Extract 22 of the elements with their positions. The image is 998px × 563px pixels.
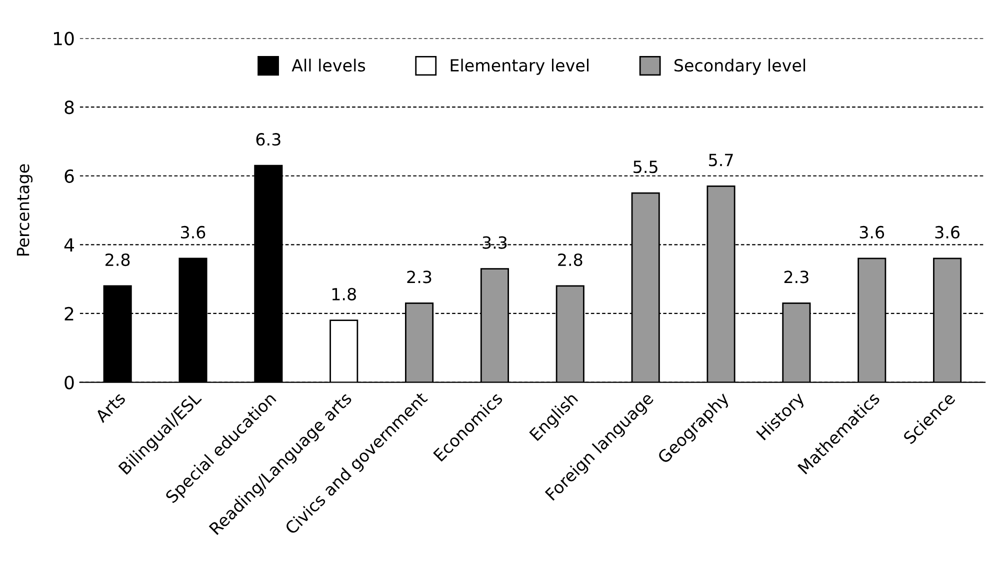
data-label: 3.3 [482,236,507,249]
data-label: 5.7 [709,154,733,166]
y-tick-label: 0 [64,376,74,390]
data-label: 3.6 [181,226,206,239]
legend-label: Elementary level [450,58,588,75]
y-tick-label: 4 [64,238,74,252]
data-label: 6.3 [256,133,280,146]
data-label: 1.8 [332,288,356,300]
data-label: 3.6 [860,226,884,239]
data-label: 3.6 [935,226,960,239]
y-tick-label: 6 [64,169,74,183]
data-label: 2.3 [407,270,432,284]
y-tick-label: 8 [64,100,74,114]
legend-label: Secondary level [674,58,806,75]
data-label: 2.8 [106,253,130,266]
data-label: 5.5 [634,160,658,174]
legend-label: All levels [292,58,366,72]
y-tick-label: 10 [54,32,74,46]
y-tick-label: 2 [64,306,74,320]
data-label: 2.8 [558,253,582,266]
y-axis-title: Percentage [16,164,33,256]
data-label: 2.3 [784,270,808,284]
